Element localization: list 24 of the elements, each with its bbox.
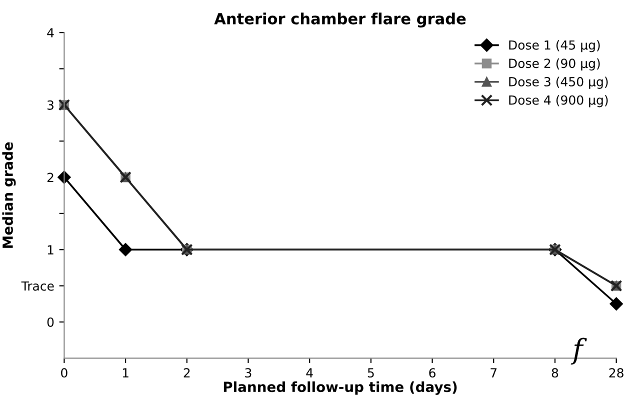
- y-tick-label: 4: [47, 28, 54, 38]
- y-tick-label: Trace: [21, 281, 54, 291]
- y-tick-label: 1: [48, 245, 54, 254]
- x-tick-label: 2: [184, 368, 190, 378]
- x-tick-label: 7: [490, 368, 497, 378]
- y-tick-label: 3: [47, 100, 54, 110]
- legend-label: Dose 1 (45 µg): [509, 40, 600, 52]
- x-tick-label: 5: [368, 368, 374, 378]
- x-axis-title: Planned follow-up time (days): [224, 381, 457, 395]
- annotation: f: [570, 338, 587, 365]
- x-tick-label: 28: [609, 368, 624, 378]
- legend-label: Dose 2 (90 µg): [509, 58, 600, 71]
- legend-label: Dose 4 (900 µg): [509, 95, 608, 108]
- legend-label: Dose 3 (450 µg): [509, 76, 608, 89]
- x-tick-label: 0: [61, 368, 68, 378]
- x-tick-label: 6: [429, 368, 436, 378]
- x-tick-label: 8: [552, 368, 558, 378]
- y-tick-label: 0: [47, 317, 54, 327]
- y-tick-label: 2: [47, 172, 54, 182]
- x-tick-label: 3: [245, 368, 252, 378]
- chart-title: Anterior chamber flare grade: [214, 12, 466, 28]
- x-tick-label: 1: [122, 368, 128, 378]
- x-tick-label: 4: [306, 368, 313, 378]
- y-axis-title: Median grade: [2, 142, 16, 248]
